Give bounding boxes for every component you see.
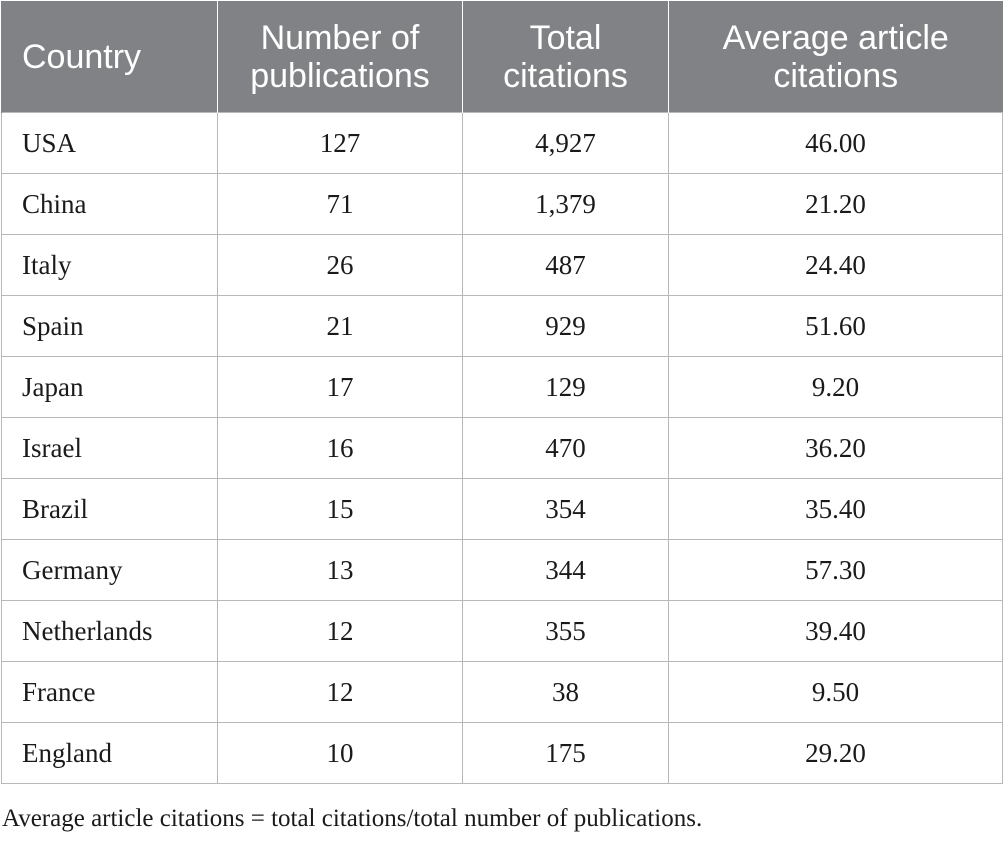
- cell-total-citations: 355: [462, 600, 669, 662]
- table-row: England 10 175 29.20: [1, 722, 1003, 784]
- cell-country: Germany: [1, 539, 218, 601]
- cell-publications: 15: [217, 478, 463, 540]
- cell-publications: 12: [217, 600, 463, 662]
- table-body: USA 127 4,927 46.00 China 71 1,379 21.20…: [1, 112, 1003, 784]
- cell-total-citations: 344: [462, 539, 669, 601]
- cell-total-citations: 354: [462, 478, 669, 540]
- cell-total-citations: 487: [462, 234, 669, 296]
- cell-average-citations: 39.40: [668, 600, 1003, 662]
- cell-country: Israel: [1, 417, 218, 479]
- cell-total-citations: 4,927: [462, 112, 669, 174]
- cell-average-citations: 24.40: [668, 234, 1003, 296]
- cell-total-citations: 129: [462, 356, 669, 418]
- cell-average-citations: 36.20: [668, 417, 1003, 479]
- cell-country: Spain: [1, 295, 218, 357]
- cell-total-citations: 38: [462, 661, 669, 723]
- header-row: Country Number of publications Total cit…: [1, 1, 1003, 113]
- cell-average-citations: 35.40: [668, 478, 1003, 540]
- cell-average-citations: 21.20: [668, 173, 1003, 235]
- cell-publications: 71: [217, 173, 463, 235]
- table-row: Israel 16 470 36.20: [1, 417, 1003, 479]
- header-country: Country: [1, 1, 218, 113]
- cell-average-citations: 29.20: [668, 722, 1003, 784]
- table-row: Italy 26 487 24.40: [1, 234, 1003, 296]
- cell-average-citations: 51.60: [668, 295, 1003, 357]
- table-row: Spain 21 929 51.60: [1, 295, 1003, 357]
- table-row: Brazil 15 354 35.40: [1, 478, 1003, 540]
- cell-country: China: [1, 173, 218, 235]
- header-total-citations: Total citations: [462, 1, 669, 113]
- cell-average-citations: 46.00: [668, 112, 1003, 174]
- cell-average-citations: 9.50: [668, 661, 1003, 723]
- table-row: USA 127 4,927 46.00: [1, 112, 1003, 174]
- cell-publications: 12: [217, 661, 463, 723]
- table-row: Netherlands 12 355 39.40: [1, 600, 1003, 662]
- header-average-article-citations: Average article citations: [668, 1, 1003, 113]
- cell-total-citations: 470: [462, 417, 669, 479]
- country-citations-table: Country Number of publications Total cit…: [1, 1, 1003, 784]
- cell-publications: 17: [217, 356, 463, 418]
- cell-country: Brazil: [1, 478, 218, 540]
- cell-publications: 127: [217, 112, 463, 174]
- table-row: France 12 38 9.50: [1, 661, 1003, 723]
- cell-country: Japan: [1, 356, 218, 418]
- cell-publications: 16: [217, 417, 463, 479]
- cell-publications: 13: [217, 539, 463, 601]
- table-row: China 71 1,379 21.20: [1, 173, 1003, 235]
- cell-country: England: [1, 722, 218, 784]
- cell-country: France: [1, 661, 218, 723]
- table-header: Country Number of publications Total cit…: [1, 1, 1003, 113]
- cell-country: Netherlands: [1, 600, 218, 662]
- cell-total-citations: 929: [462, 295, 669, 357]
- cell-publications: 26: [217, 234, 463, 296]
- cell-average-citations: 9.20: [668, 356, 1003, 418]
- cell-country: USA: [1, 112, 218, 174]
- table-row: Germany 13 344 57.30: [1, 539, 1003, 601]
- cell-publications: 10: [217, 722, 463, 784]
- cell-total-citations: 1,379: [462, 173, 669, 235]
- header-number-of-publications: Number of publications: [217, 1, 463, 113]
- table-row: Japan 17 129 9.20: [1, 356, 1003, 418]
- cell-total-citations: 175: [462, 722, 669, 784]
- cell-average-citations: 57.30: [668, 539, 1003, 601]
- cell-country: Italy: [1, 234, 218, 296]
- table-footnote: Average article citations = total citati…: [2, 805, 703, 832]
- cell-publications: 21: [217, 295, 463, 357]
